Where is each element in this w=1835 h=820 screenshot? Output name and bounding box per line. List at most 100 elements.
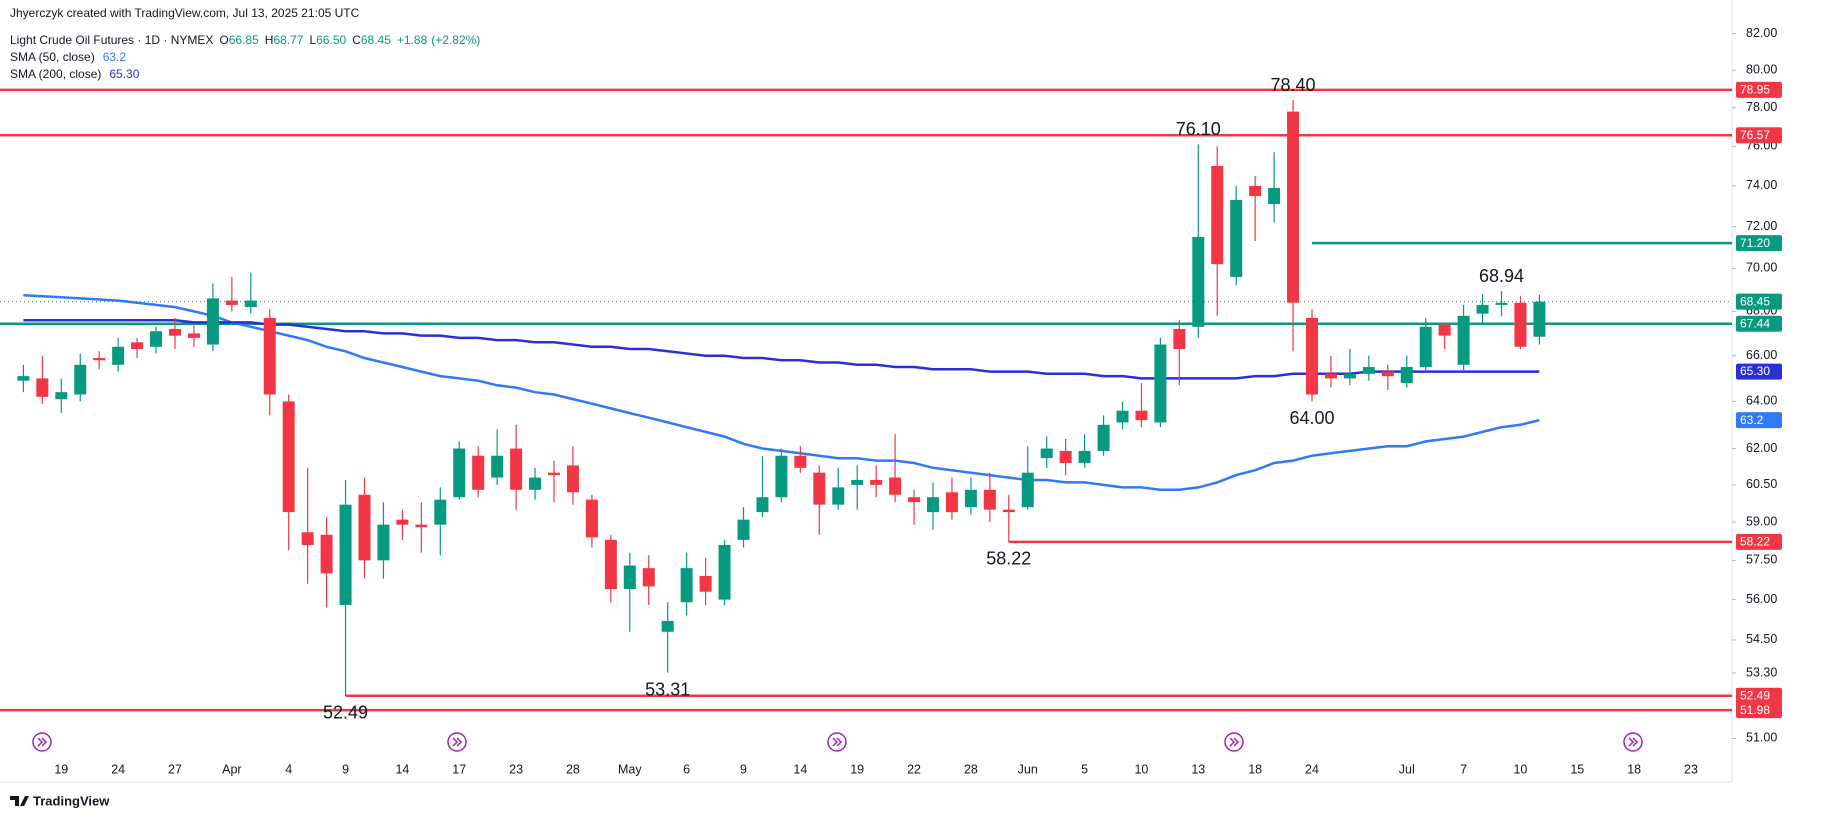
candle-body (17, 376, 30, 381)
y-tick-label: 53.30 (1746, 665, 1777, 679)
ohlc-key: C (352, 33, 361, 47)
ohlc-key: O (219, 33, 228, 47)
x-tick-label: 22 (907, 762, 921, 776)
candle-body (150, 331, 163, 347)
x-tick-label: 18 (1248, 762, 1262, 776)
candle-body (737, 519, 750, 540)
x-tick-label: 7 (1460, 762, 1467, 776)
candle-body (1097, 424, 1110, 451)
candle-body (1002, 509, 1015, 513)
change-pct: (+2.82%) (431, 33, 480, 47)
candle-body (1040, 448, 1053, 459)
candle-body (1362, 367, 1375, 374)
x-tick-label: 18 (1627, 762, 1641, 776)
candle-body (339, 504, 352, 605)
price-annotation: 52.49 (323, 702, 368, 722)
price-annotation: 64.00 (1289, 408, 1334, 428)
y-tick-label: 51.00 (1746, 731, 1777, 745)
x-tick-label: 10 (1513, 762, 1527, 776)
y-tick-label: 78.00 (1746, 100, 1777, 114)
x-tick-label: 5 (1081, 762, 1088, 776)
level-tag-bg (1736, 702, 1782, 719)
x-tick-label: 6 (683, 762, 690, 776)
candle-body (548, 472, 560, 476)
level-tag: 52.49 (1740, 688, 1770, 702)
candle-body (1192, 236, 1205, 327)
candle-body (529, 477, 542, 490)
candle-body (112, 346, 125, 365)
candle-body (699, 575, 712, 592)
candle-body (396, 519, 409, 525)
candle-body (93, 357, 106, 361)
y-tick-label: 57.50 (1746, 553, 1777, 567)
candle-body (74, 364, 87, 395)
candle-body (1306, 317, 1318, 395)
x-tick-label: 14 (395, 762, 409, 776)
candle-body (206, 298, 219, 345)
candle-body (377, 524, 390, 561)
x-tick-label: 4 (285, 762, 292, 776)
candle-body (794, 455, 807, 468)
x-tick-label: Jul (1399, 762, 1415, 776)
candle-body (453, 448, 466, 498)
level-tag: 71.20 (1740, 236, 1770, 250)
legend-name: SMA (200, close) (10, 67, 101, 81)
footer-brand: TradingView (33, 793, 110, 808)
candle-body (263, 317, 276, 395)
y-tick-label: 59.00 (1746, 514, 1777, 528)
header: Jhyerczyk created with TradingView.com, … (10, 6, 360, 20)
y-tick-label: 56.00 (1746, 592, 1777, 606)
y-tick-label: 66.00 (1746, 348, 1777, 362)
candle-body (169, 329, 181, 336)
legend-value: 63.2 (103, 50, 127, 64)
ohlc-value: 66.50 (316, 33, 346, 47)
candle-body (131, 342, 144, 350)
sma-tag-bg (1736, 412, 1782, 429)
ohlc-value: 68.77 (273, 33, 303, 47)
x-tick-label: 28 (566, 762, 580, 776)
candle-body (1021, 472, 1034, 508)
candle-body (1438, 324, 1451, 336)
sma-tag: 63.2 (1740, 413, 1764, 427)
last-price-tag-bg (1736, 293, 1782, 310)
candle-body (472, 455, 485, 490)
x-tick-label: 23 (1684, 762, 1698, 776)
candle-body (1457, 315, 1470, 365)
candle-body (1343, 373, 1356, 379)
level-tag: 78.95 (1740, 82, 1770, 96)
level-tag: 51.98 (1740, 703, 1770, 717)
price-annotation: 53.31 (645, 679, 690, 699)
sma-tag-bg (1736, 363, 1782, 380)
x-tick-label: 23 (509, 762, 523, 776)
x-tick-label: 24 (111, 762, 125, 776)
level-tag-bg (1736, 533, 1782, 550)
candle-body (1400, 367, 1413, 383)
x-tick-label: Jun (1018, 762, 1038, 776)
candle-body (1078, 450, 1091, 463)
x-tick-label: 28 (964, 762, 978, 776)
candle-body (36, 378, 49, 397)
event-icons (32, 732, 1643, 752)
y-tick-label: 74.00 (1746, 178, 1777, 192)
price-annotation: 58.22 (986, 549, 1031, 569)
candle-body (434, 499, 447, 525)
candle-body (320, 534, 333, 574)
candle-body (1476, 304, 1489, 314)
x-tick-label: 19 (54, 762, 68, 776)
candle-body (661, 620, 674, 632)
candle-body (566, 465, 579, 493)
candle-body (415, 524, 428, 528)
logo-mark (10, 796, 29, 806)
candle-body (964, 489, 977, 508)
candle-body (889, 477, 902, 495)
y-tick-label: 62.00 (1746, 441, 1777, 455)
legend-name: SMA (50, close) (10, 50, 95, 64)
candle-body (244, 300, 257, 308)
candle-body (1154, 344, 1167, 423)
tradingview-logo: TradingView (10, 793, 110, 808)
price-annotation: 76.10 (1176, 119, 1221, 139)
